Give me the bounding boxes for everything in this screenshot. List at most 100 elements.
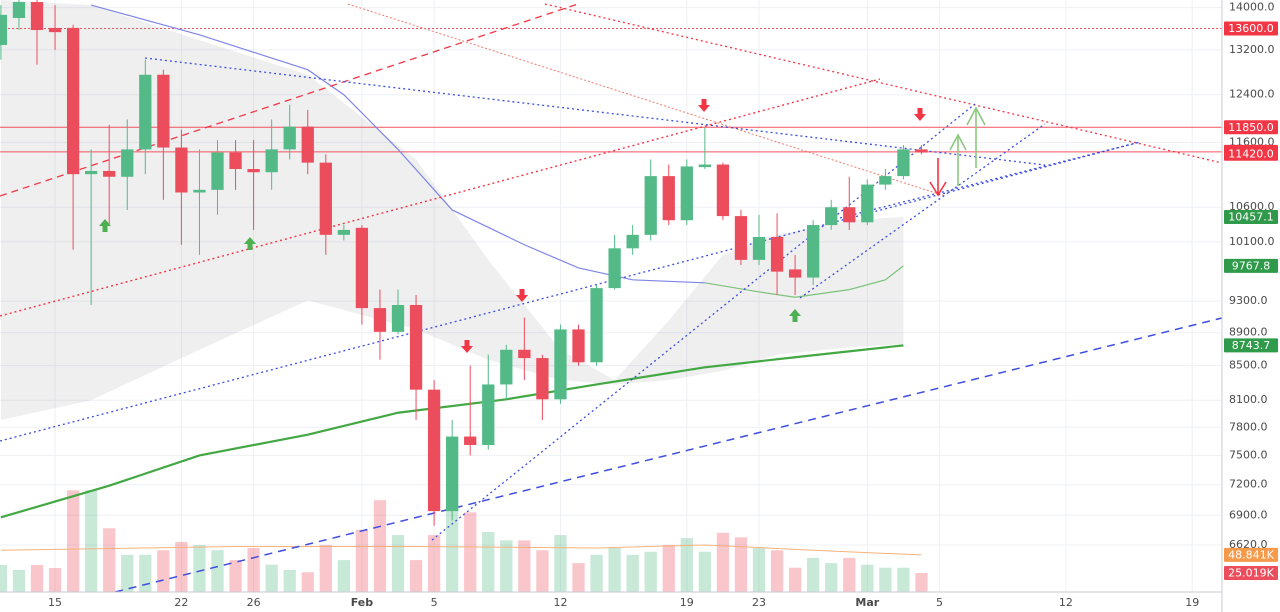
y-tick-label: 6900.0 [1229, 508, 1268, 521]
price-marker-box [1224, 146, 1278, 161]
x-tick-label: 22 [174, 596, 188, 609]
price-marker-label: 11420.0 [1228, 147, 1274, 160]
volume-bar [897, 567, 910, 592]
x-tick-label: 26 [247, 596, 261, 609]
volume-bar [644, 551, 657, 592]
volume-bar [825, 563, 838, 592]
overlay-lines [0, 4, 904, 519]
volume-bar [66, 490, 80, 592]
y-tick-label: 14000.0 [1229, 1, 1275, 14]
candle-body [843, 207, 856, 223]
projection-arrow [929, 158, 947, 197]
candle-body [121, 149, 134, 177]
trend-line [0, 3, 579, 197]
candle-body [554, 329, 567, 400]
volume-bar [12, 569, 26, 592]
volume-bar [139, 554, 152, 592]
time-axis-bg [0, 592, 1280, 612]
y-tick-label: 13200.0 [1229, 43, 1275, 56]
signal-arrows [99, 99, 986, 353]
level-lines [0, 27, 1222, 153]
trend-line [839, 141, 1141, 219]
candle-body [879, 176, 892, 185]
candle-body [157, 74, 170, 148]
candle-body [373, 308, 387, 332]
candle-body [355, 227, 369, 309]
candle-body [319, 162, 332, 235]
volume-bar [229, 560, 242, 592]
candle-body [608, 248, 621, 289]
volume-bar [427, 535, 441, 592]
volume-bar [247, 547, 260, 592]
volume-ma-line [0, 544, 922, 556]
y-tick-label: 6620.0 [1229, 538, 1268, 551]
volume-bar [788, 567, 802, 592]
candle-body [391, 304, 405, 332]
price-marker-box [1224, 21, 1278, 36]
volume-bar [121, 554, 134, 592]
y-tick-label: 8900.0 [1229, 326, 1268, 339]
candle-body [788, 269, 802, 278]
candle-body [175, 147, 188, 193]
volume-bar [843, 557, 856, 592]
volume-bar [500, 540, 513, 592]
volume-bar [807, 557, 820, 592]
down-arrow [914, 108, 926, 121]
y-tick-label: 9300.0 [1229, 294, 1268, 307]
price-marker-box [1224, 547, 1278, 562]
candle-body [536, 358, 549, 400]
ma-line [90, 4, 705, 284]
trend-line [0, 78, 881, 317]
volume-bar [879, 567, 892, 592]
candle-body [12, 2, 26, 18]
volume-bar [698, 551, 711, 592]
candle-body [825, 207, 838, 226]
y-tick-label: 8100.0 [1229, 393, 1268, 406]
volume-bar [590, 554, 603, 592]
volume-bar [626, 554, 639, 592]
y-tick-label: 8500.0 [1229, 359, 1268, 372]
candle-body [698, 164, 711, 168]
ma-line [0, 344, 904, 519]
candle-body [427, 389, 441, 512]
price-marker-label: 13600.0 [1228, 22, 1274, 35]
up-arrow [99, 219, 111, 232]
candle-body [752, 236, 766, 260]
volume-bar [861, 564, 874, 592]
price-marker-label: 10457.1 [1228, 210, 1274, 223]
candle-body [626, 234, 639, 249]
price-marker-label: 8743.7 [1232, 339, 1271, 352]
trend-line [347, 3, 946, 197]
price-axis-bg [1222, 0, 1280, 612]
candle-body [915, 149, 928, 153]
x-tick-label: Mar [855, 596, 879, 609]
volume-bar [770, 550, 784, 592]
projection-arrow [949, 133, 967, 186]
candle-body [30, 2, 44, 31]
volume-bar [319, 544, 332, 592]
volume-bar [536, 550, 549, 592]
volume-bar [662, 544, 675, 592]
candle-body [247, 169, 260, 173]
volume-bar [409, 560, 423, 592]
volume-bar [265, 564, 278, 592]
candle-body [861, 184, 874, 223]
candle-body [193, 189, 206, 193]
volume-bar [734, 537, 748, 592]
x-tick-label: 23 [752, 596, 766, 609]
price-marker-box [1224, 120, 1278, 135]
candle-body [500, 349, 513, 385]
candle-body [680, 166, 693, 221]
price-marker-box [1224, 258, 1278, 273]
candle-body [590, 288, 603, 363]
candle-body [734, 216, 748, 260]
candle-body [48, 27, 62, 33]
candle-body [0, 14, 8, 45]
volume-bar [716, 532, 730, 592]
volume-panel [0, 490, 928, 592]
candle-body [482, 384, 495, 445]
volume-bar [0, 564, 8, 592]
price-marker-box [1224, 566, 1278, 581]
